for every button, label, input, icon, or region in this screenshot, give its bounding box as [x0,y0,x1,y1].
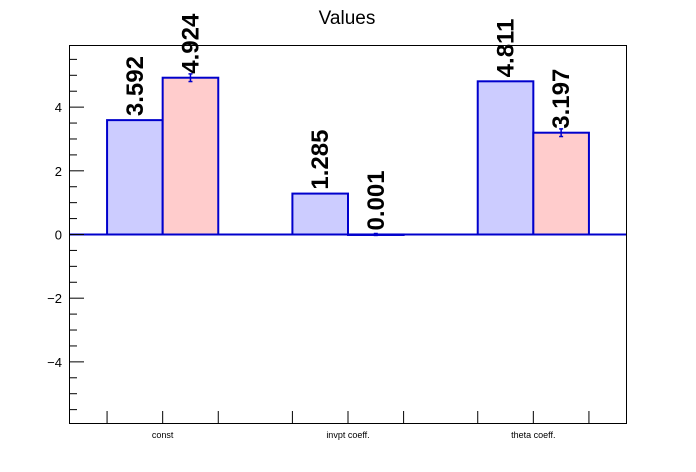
bar-value-label: 0.001 [363,170,390,230]
chart-title: Values [319,8,376,29]
bar-series1-0 [106,119,164,236]
y-tick-label: −4 [47,355,62,370]
bars-layer [70,73,626,237]
bar-series2-0 [161,76,220,236]
y-tick-label: 2 [55,164,62,179]
x-axis: const invpt coeff. theta coeff. [106,411,590,440]
bar-series1-1 [291,192,349,236]
bar-value-label: 4.924 [177,13,204,74]
x-category-label: theta coeff. [511,430,555,440]
bar-value-label: 3.592 [122,56,149,116]
plot-frame [69,45,627,424]
y-axis: −4 −2 0 2 4 [47,58,84,411]
bar-series1-2 [476,80,535,236]
bar-value-labels: 3.592 1.285 4.811 4.924 0.001 3.197 [122,13,575,230]
bar-series2-2 [532,131,590,236]
bar-value-label: 4.811 [493,19,520,78]
x-category-label: invpt coeff. [326,430,369,440]
x-category-label: const [152,430,174,440]
bar-value-label: 3.197 [548,69,575,129]
bar-value-label: 1.285 [307,130,334,190]
y-tick-label: 4 [55,100,62,115]
y-tick-label: −2 [47,291,62,306]
y-tick-label: 0 [55,228,62,243]
